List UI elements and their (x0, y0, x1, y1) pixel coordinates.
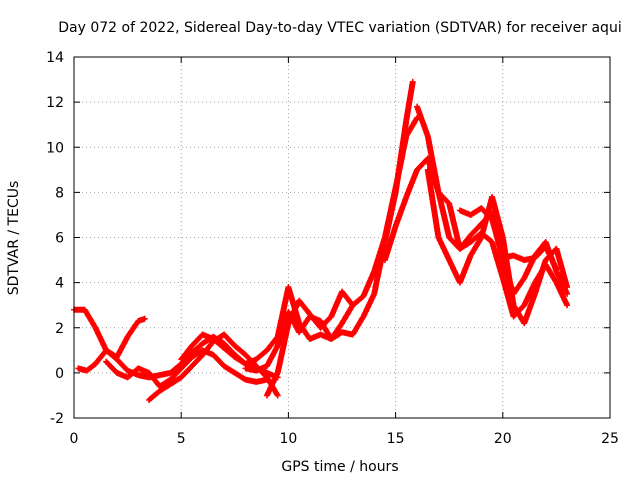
series-markers (458, 205, 559, 271)
y-tick-label: 6 (55, 231, 64, 247)
series-pass-9 (414, 103, 571, 320)
x-tick-label: 15 (387, 431, 405, 447)
grid-lines (74, 57, 610, 418)
data-series (71, 78, 571, 403)
chart-title: Day 072 of 2022, Sidereal Day-to-day VTE… (58, 20, 621, 36)
series-markers (76, 316, 147, 374)
x-tick-label: 25 (601, 431, 619, 447)
series-markers (414, 105, 570, 319)
series-pass-6 (242, 78, 416, 374)
x-tick-label: 10 (279, 431, 297, 447)
series-markers (243, 80, 416, 374)
x-axis-label: GPS time / hours (281, 459, 398, 475)
plot-frame (73, 56, 611, 419)
y-tick-label: 14 (46, 50, 64, 66)
series-pass-11 (456, 205, 560, 273)
x-tick-label: 0 (70, 431, 79, 447)
axis-ticks: 0 5 10 15 20 25 -2 0 2 4 6 8 10 12 14 (46, 50, 619, 447)
series-markers (264, 289, 355, 398)
y-tick-label: 0 (55, 366, 64, 382)
x-tick-label: 20 (494, 431, 512, 447)
y-tick-label: 12 (46, 95, 64, 111)
series-pass-2 (75, 315, 148, 374)
y-tick-label: 8 (55, 185, 64, 201)
y-tick-label: -2 (50, 411, 64, 427)
x-tick-label: 5 (177, 431, 186, 447)
series-pass-7 (263, 288, 356, 399)
y-tick-label: 4 (55, 276, 64, 292)
series-pass-10 (424, 166, 571, 327)
series-markers (104, 347, 269, 389)
y-axis-label: SDTVAR / TECUs (6, 181, 22, 296)
y-tick-label: 2 (55, 321, 64, 337)
y-tick-label: 10 (46, 140, 64, 156)
series-pass-3 (103, 347, 270, 390)
